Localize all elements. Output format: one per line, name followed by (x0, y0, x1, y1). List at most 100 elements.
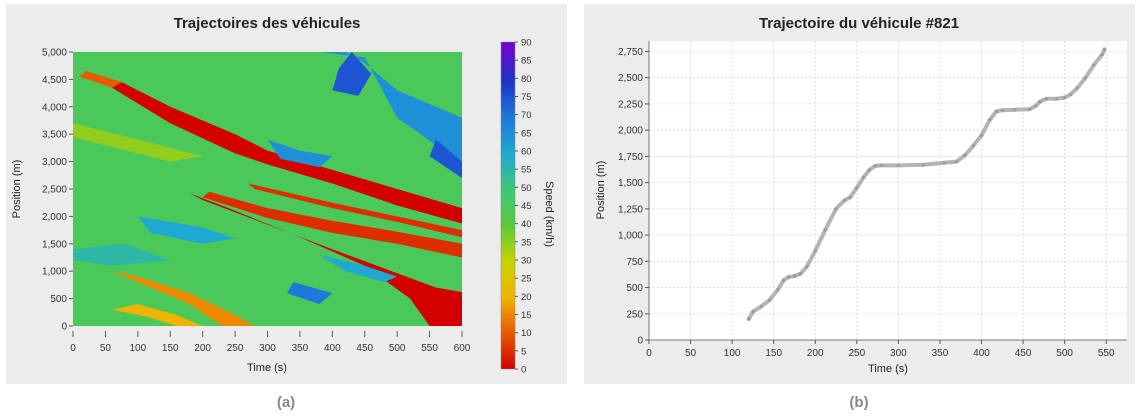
colorbar-tick-label: 50 (521, 183, 532, 194)
speed-region (429, 139, 462, 179)
y-tick-label: 1,250 (618, 204, 643, 215)
speed-region (248, 183, 462, 238)
speed-region (137, 216, 236, 244)
trajectory-point (994, 109, 999, 113)
colorbar-tick-label: 70 (521, 110, 532, 121)
x-tick-label: 300 (890, 348, 907, 359)
speed-region (202, 191, 462, 258)
colorbar-tick-label: 25 (521, 274, 532, 285)
trajectory-point (848, 195, 852, 199)
x-tick-label: 0 (646, 348, 652, 359)
x-tick-label: 350 (292, 343, 309, 354)
x-tick-label: 550 (421, 343, 438, 354)
colorbar-tick-label: 0 (521, 365, 526, 376)
trajectory-y-axis-label: Position (m) (595, 161, 607, 220)
trajectory-point (1033, 104, 1038, 108)
x-tick-label: 400 (973, 348, 990, 359)
trajectory-point (1092, 63, 1096, 67)
trajectory-point (1100, 53, 1104, 57)
colorbar-tick-label: 85 (521, 56, 532, 67)
speed-region (189, 193, 462, 326)
trajectory-point (834, 207, 838, 211)
trajectory-x-ticks: 0 50 100 150 200 250 300 350 400 450 500 550 (646, 340, 1115, 359)
colorbar-ticks: 0 5 10 15 20 25 30 35 40 45 50 55 60 65 70 75 80 85 90 (515, 38, 532, 376)
trajectory-point (813, 249, 817, 253)
colorbar-tick-label: 10 (521, 328, 532, 339)
caption-a: (a) (276, 394, 296, 411)
trajectory-point (1083, 76, 1088, 80)
x-tick-label: 250 (848, 348, 865, 359)
speed-region (111, 304, 203, 326)
trajectory-point (1075, 86, 1079, 90)
x-tick-label: 50 (100, 343, 112, 354)
trajectory-point (805, 264, 809, 269)
colorbar-tick-label: 75 (521, 92, 532, 103)
colorbar-tick-label: 80 (521, 74, 532, 85)
trajectory-point (1063, 96, 1067, 100)
trajectory-x-axis-label: Time (s) (868, 363, 908, 375)
colorbar-tick-label: 90 (521, 38, 532, 49)
trajectory-point (921, 163, 925, 167)
y-tick-label: 750 (626, 257, 643, 268)
colorbar (500, 41, 516, 370)
trajectory-point (880, 163, 884, 167)
x-tick-label: 50 (685, 348, 697, 359)
heatmap-x-axis-label: Time (s) (247, 362, 287, 374)
speed-region (73, 123, 203, 162)
trajectory-point (988, 118, 992, 122)
trajectory-point (776, 288, 780, 292)
y-tick-label: 1,000 (618, 231, 643, 242)
x-tick-label: 150 (162, 343, 179, 354)
colorbar-tick-label: 45 (521, 201, 532, 212)
heatmap-panel: Trajectoires des véhicules 0 50 100 150 200 2… (6, 4, 567, 384)
heatmap-y-axis-label: Position (m) (11, 160, 23, 219)
trajectory-panel: Trajectoire du véhicule #821 0 50 100 150 20… (584, 4, 1135, 384)
speed-region (286, 282, 333, 305)
trajectory-point (867, 168, 871, 172)
colorbar-tick-label: 65 (521, 128, 532, 139)
trajectory-point (979, 133, 984, 138)
y-tick-label: 500 (50, 294, 67, 305)
y-tick-label: 250 (626, 309, 643, 320)
x-tick-label: 400 (324, 343, 341, 354)
x-tick-label: 450 (356, 343, 373, 354)
trajectory-title: Trajectoire du véhicule #821 (759, 15, 959, 32)
colorbar-tick-label: 15 (521, 310, 532, 321)
x-tick-label: 500 (1056, 348, 1073, 359)
heatmap-chart: Trajectoires des véhicules 0 50 100 150 200 2… (11, 15, 555, 376)
colorbar-tick-label: 40 (521, 219, 532, 230)
x-tick-label: 300 (259, 343, 276, 354)
trajectory-point (823, 228, 827, 232)
trajectory-point (1013, 108, 1017, 112)
trajectory-series (746, 47, 1107, 322)
y-tick-label: 3,500 (42, 130, 67, 141)
trajectory-point (792, 274, 797, 278)
trajectory-point (971, 144, 975, 148)
trajectory-point (787, 275, 791, 279)
trajectory-chart: Trajectoire du véhicule #821 0 50 100 150 20… (595, 15, 1127, 375)
y-tick-label: 2,500 (618, 73, 643, 84)
speed-region (319, 254, 398, 283)
x-tick-label: 0 (70, 343, 76, 354)
x-tick-label: 500 (389, 343, 406, 354)
trajectory-y-ticks: 0 250 500 750 1,000 1,250 1,500 1,750 2,000 2,250… (618, 47, 649, 347)
trajectory-point (798, 272, 802, 276)
trajectory-point (747, 317, 751, 321)
x-tick-label: 550 (1098, 348, 1115, 359)
trajectory-point (751, 310, 755, 314)
y-tick-label: 500 (626, 283, 643, 294)
heatmap-speed-regions (73, 52, 462, 326)
y-tick-label: 2,500 (42, 185, 67, 196)
speed-region (319, 52, 462, 162)
speed-region (111, 271, 255, 326)
y-tick-label: 1,500 (42, 239, 67, 250)
trajectory-point (1000, 108, 1004, 112)
colorbar-tick-label: 55 (521, 165, 532, 176)
trajectory-plot-area (649, 41, 1127, 340)
x-tick-label: 250 (227, 343, 244, 354)
trajectory-point (873, 164, 877, 168)
trajectory-point (842, 198, 846, 203)
x-tick-label: 450 (1015, 348, 1032, 359)
trajectory-gridlines (648, 41, 1127, 341)
x-tick-label: 350 (932, 348, 949, 359)
